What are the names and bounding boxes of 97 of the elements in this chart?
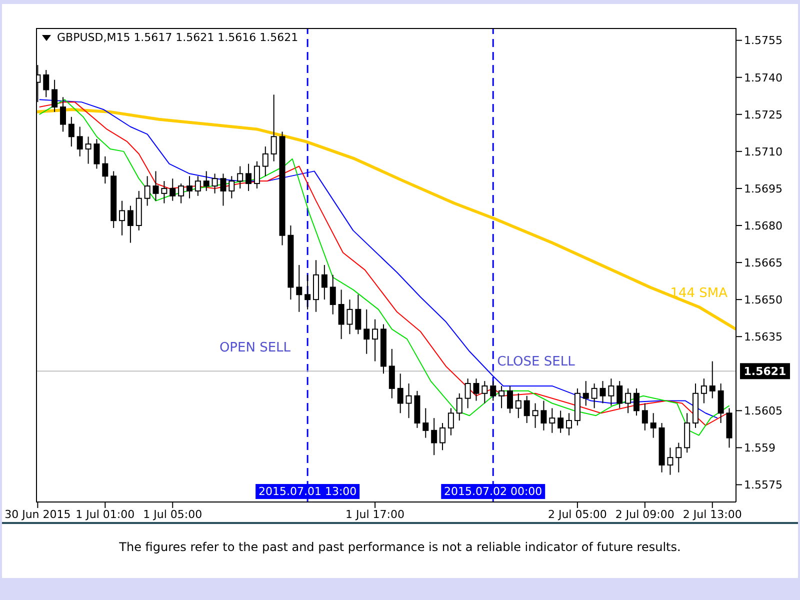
candlestick: [68, 116, 74, 147]
candlestick: [650, 412, 656, 438]
y-tick-label: 1.5665: [744, 256, 782, 270]
candlestick: [532, 402, 538, 428]
y-tick-label: 1.5695: [744, 182, 782, 196]
candlestick: [355, 294, 362, 335]
ref-line-label: 1.5621: [744, 365, 786, 378]
ref-line-label: 2015.07.01 13:00: [258, 485, 357, 498]
candlestick: [161, 180, 168, 204]
candlestick: [566, 412, 572, 436]
candlestick: [246, 163, 252, 192]
candlestick: [321, 264, 328, 300]
candlestick: [262, 146, 268, 177]
candlestick: [440, 422, 446, 451]
y-tick-label: 1.5635: [744, 330, 782, 344]
x-tick-label: 1 Jul 01:00: [76, 508, 135, 521]
candlestick: [60, 96, 66, 132]
candlestick: [700, 378, 707, 404]
candlestick: [43, 69, 50, 98]
x-tick-label: 2 Jul 09:00: [615, 508, 674, 521]
x-tick-label: 2 Jul 13:00: [682, 508, 742, 521]
candlestick: [549, 408, 556, 434]
candlestick: [94, 138, 100, 170]
candlestick: [515, 392, 522, 419]
candlestick: [212, 173, 218, 194]
candlestick: [304, 274, 311, 310]
candlestick: [431, 418, 438, 456]
y-tick-label: 1.5725: [744, 108, 782, 122]
candlestick: [422, 408, 429, 438]
candlestick: [676, 442, 682, 473]
candlestick: [625, 388, 632, 414]
candlestick: [194, 176, 201, 196]
candlestick: [591, 383, 598, 409]
candlestick: [178, 183, 184, 204]
candlestick: [364, 308, 370, 354]
y-tick-label: 1.5680: [744, 219, 782, 232]
y-tick-label: 1.559: [744, 442, 776, 455]
candlestick: [558, 410, 564, 434]
y-tick-label: 1.5710: [744, 145, 782, 158]
x-tick-label: 2 Jul 05:00: [548, 508, 607, 521]
candlestick: [388, 348, 395, 399]
candlestick: [127, 205, 134, 244]
candlestick: [119, 200, 126, 236]
y-tick-label: 1.5575: [744, 478, 782, 492]
candlestick: [228, 176, 235, 199]
candlestick: [456, 392, 462, 422]
candlestick: [296, 264, 302, 312]
candlestick: [270, 94, 277, 162]
y-tick-label: 1.5605: [744, 404, 782, 418]
candlestick: [709, 360, 716, 399]
candlestick: [498, 385, 505, 409]
candlestick: [330, 274, 336, 315]
x-tick-label: 30 Jun 2015: [4, 508, 71, 521]
candlestick: [616, 380, 623, 409]
text: The figures refer to the past and past performance is not a reliable indicator of future results.: [118, 540, 682, 554]
candlestick: [220, 173, 226, 206]
candlestick: [524, 395, 530, 424]
candlestick: [144, 176, 150, 206]
candlestick: [76, 126, 83, 157]
y-tick-label: 1.5650: [744, 293, 782, 306]
candlestick: [506, 385, 513, 414]
candlestick: [540, 400, 547, 431]
candlestick: [600, 380, 606, 404]
candlestick: [152, 170, 159, 202]
candlestick: [490, 380, 496, 402]
candlestick: [372, 318, 378, 362]
candlestick: [473, 378, 480, 402]
y-tick-label: 1.5755: [744, 34, 782, 48]
candlestick: [237, 166, 244, 189]
candlestick: [608, 378, 614, 406]
chart-title: GBPUSD,M15 1.5617 1.5621 1.5616 1.5621: [57, 31, 298, 44]
line-series: [36, 108, 736, 331]
ref-line-label: 2015.07.02 00:00: [444, 485, 542, 498]
annotation: OPEN SELL: [219, 340, 291, 356]
candlestick: [254, 160, 260, 189]
candlestick: [102, 156, 108, 184]
candlestick: [718, 383, 724, 424]
candlestick: [642, 402, 648, 431]
candlestick: [186, 176, 192, 199]
candlestick: [464, 378, 471, 409]
candlestick: [667, 447, 674, 476]
candlestick: [448, 408, 454, 436]
candlestick: [85, 136, 92, 164]
candlestick: [582, 380, 589, 406]
candlestick: [52, 79, 58, 112]
candlestick: [203, 170, 210, 192]
candlestick: [346, 299, 353, 335]
candlestick: [482, 380, 488, 404]
candlestick: [633, 388, 640, 416]
candlestick: [406, 383, 412, 419]
x-tick-label: 1 Jul 17:00: [346, 508, 405, 521]
candlestick: [338, 289, 344, 340]
annotation: CLOSE SELL: [497, 354, 575, 370]
candlestick: [397, 373, 404, 414]
y-tick-label: 1.5740: [744, 71, 782, 84]
candlestick: [170, 178, 176, 202]
x-tick-label: 1 Jul 05:00: [143, 508, 202, 521]
